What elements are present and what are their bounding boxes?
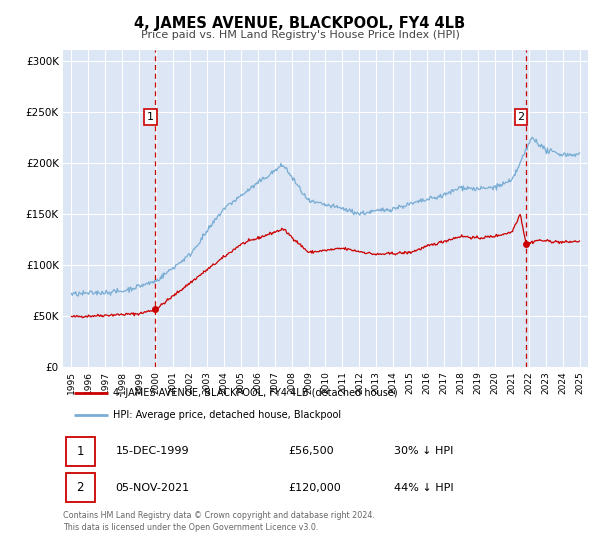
FancyBboxPatch shape: [65, 473, 95, 502]
Text: Contains HM Land Registry data © Crown copyright and database right 2024.
This d: Contains HM Land Registry data © Crown c…: [63, 511, 375, 532]
Text: 05-NOV-2021: 05-NOV-2021: [115, 483, 190, 493]
FancyBboxPatch shape: [65, 437, 95, 466]
Text: 2: 2: [518, 112, 524, 122]
Text: 1: 1: [77, 445, 84, 458]
Text: HPI: Average price, detached house, Blackpool: HPI: Average price, detached house, Blac…: [113, 410, 341, 421]
Text: £120,000: £120,000: [289, 483, 341, 493]
Text: Price paid vs. HM Land Registry's House Price Index (HPI): Price paid vs. HM Land Registry's House …: [140, 30, 460, 40]
Text: 30% ↓ HPI: 30% ↓ HPI: [394, 446, 453, 456]
Text: 2: 2: [77, 481, 84, 494]
Text: 4, JAMES AVENUE, BLACKPOOL, FY4 4LB: 4, JAMES AVENUE, BLACKPOOL, FY4 4LB: [134, 16, 466, 31]
Text: 4, JAMES AVENUE, BLACKPOOL, FY4 4LB (detached house): 4, JAMES AVENUE, BLACKPOOL, FY4 4LB (det…: [113, 388, 398, 398]
Text: £56,500: £56,500: [289, 446, 334, 456]
Text: 1: 1: [147, 112, 154, 122]
Text: 44% ↓ HPI: 44% ↓ HPI: [394, 483, 454, 493]
Text: 15-DEC-1999: 15-DEC-1999: [115, 446, 189, 456]
